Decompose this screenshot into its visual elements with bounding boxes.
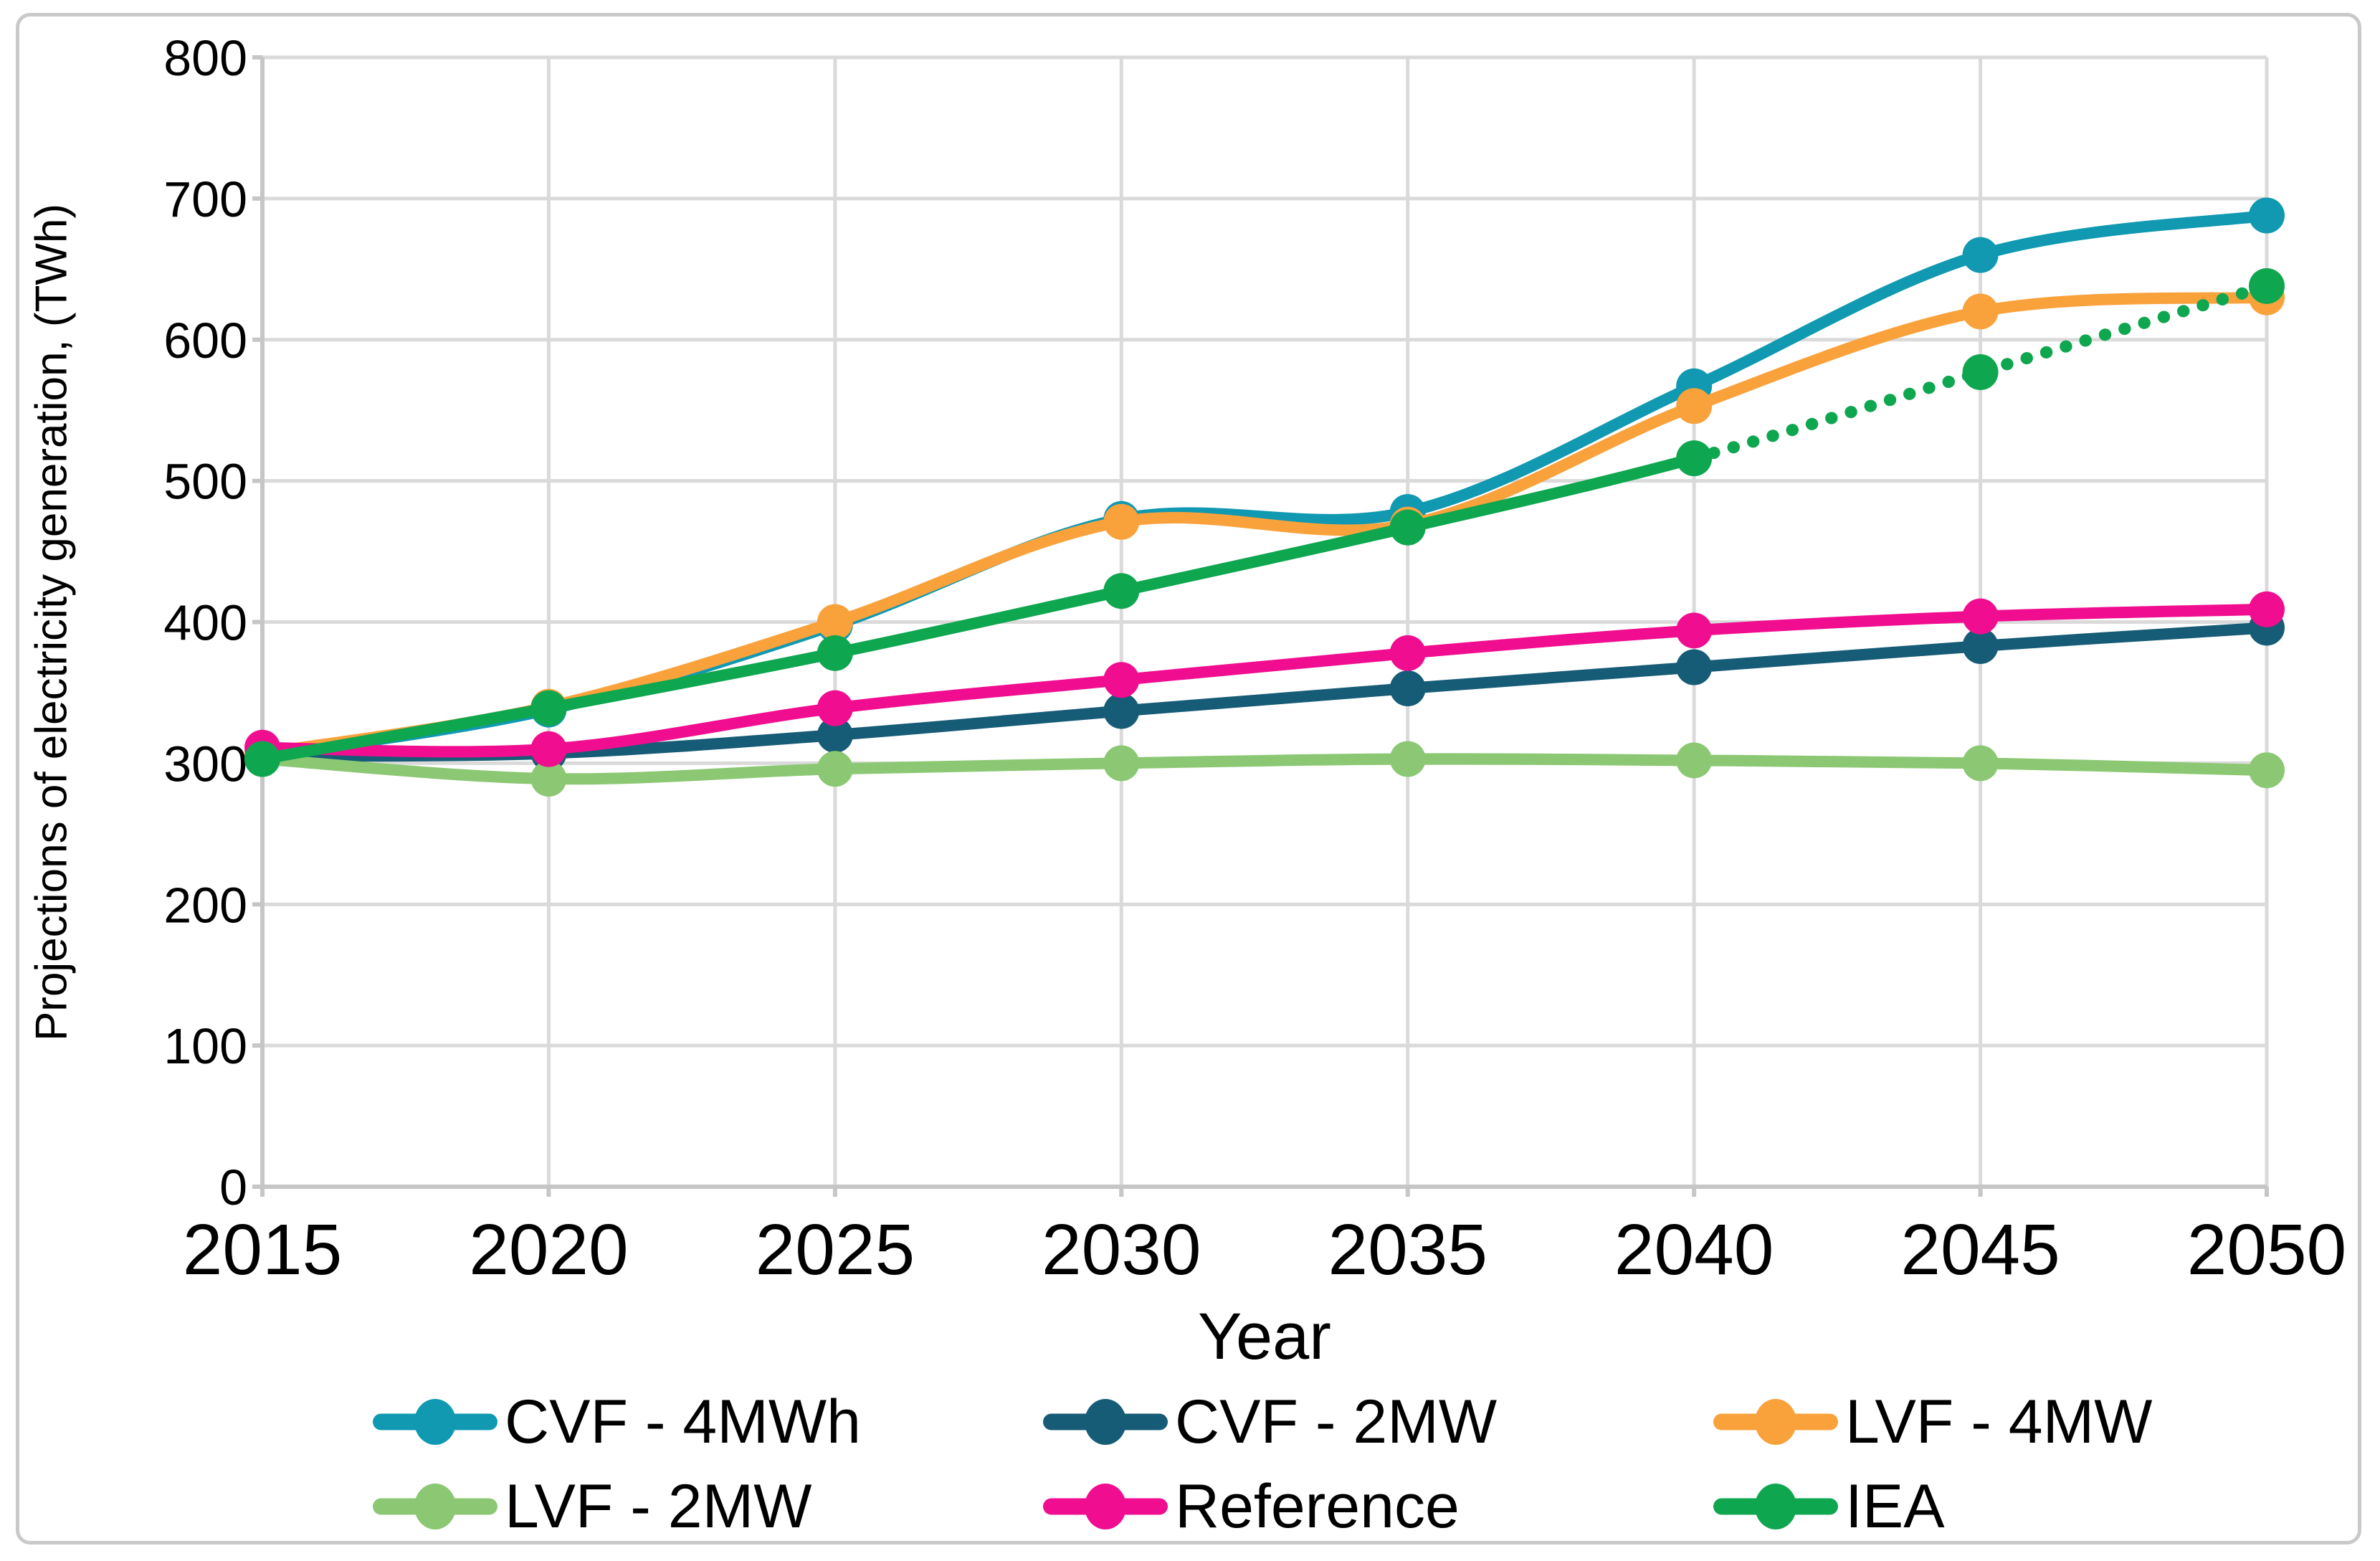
data-point-iea xyxy=(530,690,567,726)
y-tick-label: 200 xyxy=(163,877,247,933)
data-point-iea xyxy=(2249,267,2285,304)
data-point-cvf-2mw xyxy=(1962,627,1999,664)
legend-label-cvf-2mw: CVF - 2MW xyxy=(1175,1387,1498,1456)
data-point-lvf-2mw xyxy=(817,751,853,787)
data-point-lvf-2mw xyxy=(1103,745,1140,782)
x-tick-label: 2020 xyxy=(469,1210,628,1290)
legend-marker-iea-icon xyxy=(1713,1467,1838,1546)
data-point-cvf-2mw xyxy=(1103,693,1140,729)
legend-label-iea: IEA xyxy=(1845,1471,1945,1541)
series-line-lvf-2mw xyxy=(257,753,2272,785)
data-point-reference xyxy=(2249,591,2285,627)
data-point-iea xyxy=(1389,509,1426,546)
series-line-iea xyxy=(257,452,1700,765)
data-point-cvf-2mw xyxy=(1676,649,1713,685)
data-point-iea xyxy=(817,635,853,671)
x-axis-title: Year xyxy=(1198,1300,1331,1373)
data-point-reference xyxy=(530,731,567,767)
series-line-reference xyxy=(257,603,2272,758)
data-point-cvf-2mw xyxy=(1389,670,1426,707)
y-tick-label: 300 xyxy=(163,736,247,792)
data-point-lvf-4mw xyxy=(817,604,853,640)
legend-item-lvf-2mw: LVF - 2MW xyxy=(373,1467,811,1546)
legend-label-lvf-4mw: LVF - 4MW xyxy=(1845,1387,2153,1456)
data-point-reference xyxy=(1103,662,1140,698)
y-tick-label: 100 xyxy=(163,1018,247,1074)
data-point-cvf-4mwh xyxy=(2249,197,2285,234)
legend-item-reference: Reference xyxy=(1043,1467,1460,1546)
data-point-iea xyxy=(1962,354,1999,391)
legend-label-reference: Reference xyxy=(1175,1471,1460,1541)
data-point-iea xyxy=(1103,573,1140,609)
data-point-lvf-2mw xyxy=(530,761,567,797)
legend-marker-cvf-4mwh-icon xyxy=(373,1382,498,1461)
data-point-lvf-2mw xyxy=(1676,742,1713,779)
data-point-reference xyxy=(817,690,853,726)
data-point-reference xyxy=(1676,612,1713,649)
legend-marker-lvf-4mw-icon xyxy=(1713,1382,1838,1461)
legend-marker-reference-icon xyxy=(1043,1467,1168,1546)
data-point-lvf-4mw xyxy=(1676,388,1713,424)
data-point-iea xyxy=(1676,440,1713,477)
y-axis-title: Projections of electricity generation, (… xyxy=(27,203,77,1042)
x-tick-label: 2045 xyxy=(1900,1210,2060,1290)
y-tick-label: 500 xyxy=(163,454,247,510)
series-line-cvf-4mwh xyxy=(257,209,2272,762)
data-point-reference xyxy=(1962,598,1999,635)
y-tick-label: 600 xyxy=(163,313,247,369)
data-point-lvf-2mw xyxy=(2249,752,2285,789)
legend-marker-cvf-2mw-icon xyxy=(1043,1382,1168,1461)
legend-item-iea: IEA xyxy=(1713,1467,1945,1546)
data-point-cvf-4mwh xyxy=(1962,237,1999,273)
legend-item-cvf-4mwh: CVF - 4MWh xyxy=(373,1382,861,1461)
legend-item-cvf-2mw: CVF - 2MW xyxy=(1043,1382,1497,1461)
data-point-lvf-4mw xyxy=(1962,293,1999,330)
legend-label-lvf-2mw: LVF - 2MW xyxy=(505,1471,812,1541)
legend-marker-lvf-2mw-icon xyxy=(373,1467,498,1546)
data-point-cvf-2mw xyxy=(817,717,853,753)
data-point-lvf-2mw xyxy=(1389,741,1426,777)
data-point-reference xyxy=(1389,635,1426,671)
y-tick-label: 700 xyxy=(163,171,247,227)
data-point-iea xyxy=(244,741,280,777)
x-tick-label: 2015 xyxy=(183,1210,342,1290)
x-tick-label: 2050 xyxy=(2187,1210,2346,1290)
y-tick-label: 800 xyxy=(163,30,247,86)
y-tick-label: 0 xyxy=(219,1159,247,1215)
x-tick-label: 2035 xyxy=(1328,1210,1487,1290)
x-tick-label: 2040 xyxy=(1614,1210,1774,1290)
x-tick-label: 2030 xyxy=(1042,1210,1201,1290)
series-line-cvf-2mw xyxy=(257,622,2272,762)
legend-item-lvf-4mw: LVF - 4MW xyxy=(1713,1382,2152,1461)
data-point-lvf-2mw xyxy=(1962,745,1999,782)
x-tick-label: 2025 xyxy=(756,1210,915,1290)
legend-label-cvf-4mwh: CVF - 4MWh xyxy=(505,1387,861,1456)
y-tick-label: 400 xyxy=(163,595,247,651)
data-point-lvf-4mw xyxy=(1103,503,1140,540)
